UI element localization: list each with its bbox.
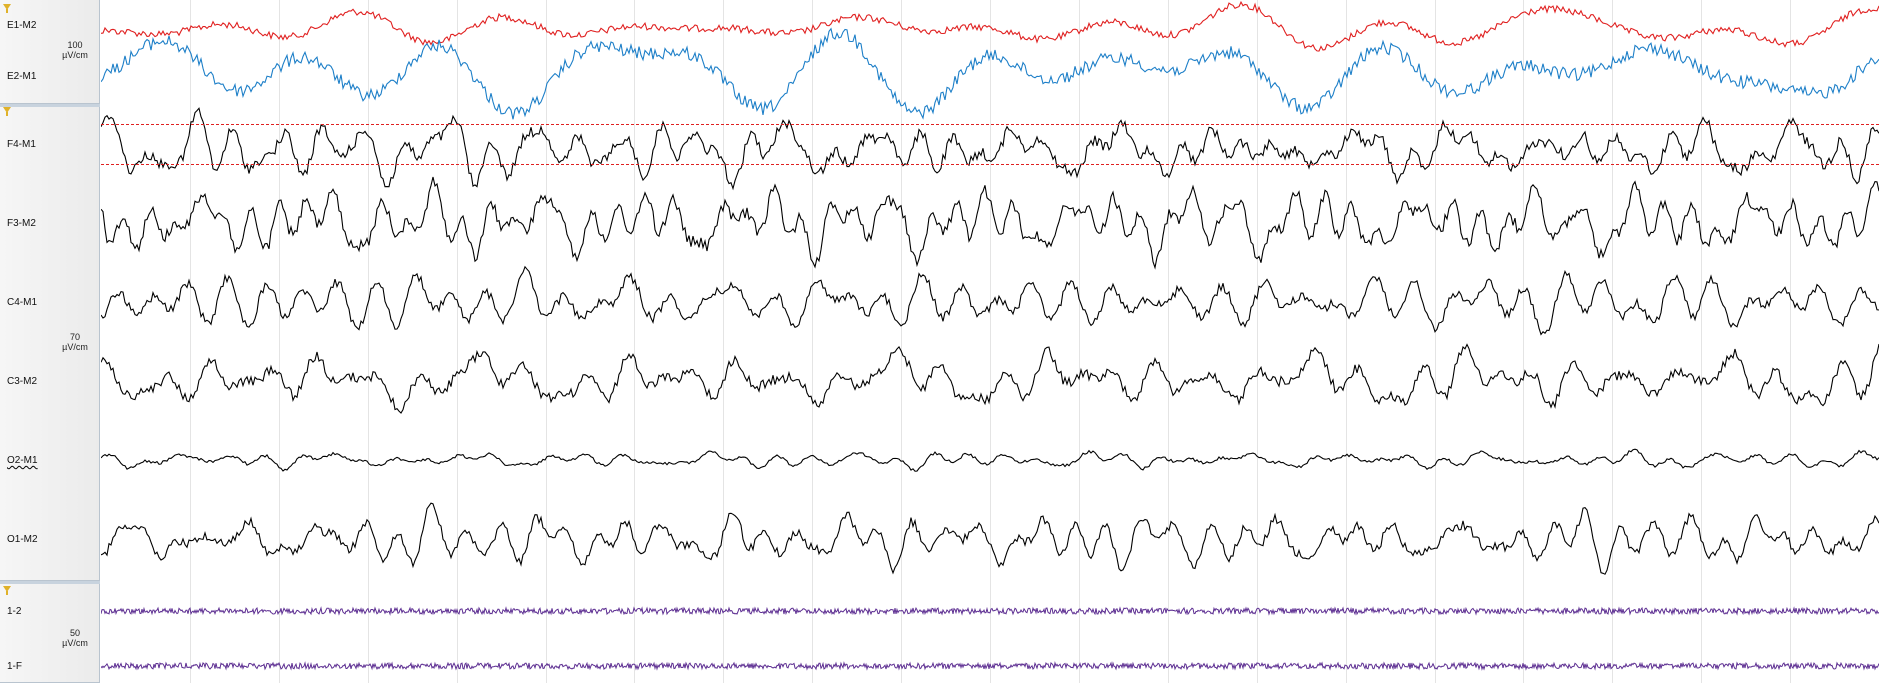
- eog-group-panel: E1-M2 E2-M1 100 µV/cm: [0, 0, 100, 104]
- channel-label-1-2[interactable]: 1-2: [7, 606, 22, 617]
- group-separator[interactable]: [0, 581, 100, 584]
- trace-o2-m1: [101, 448, 1879, 472]
- signal-traces: [101, 0, 1879, 683]
- emg-scale-label[interactable]: 50 µV/cm: [58, 628, 92, 648]
- emg-group-panel: 1-2 1-F 50 µV/cm: [0, 584, 100, 683]
- scale-unit: µV/cm: [62, 50, 88, 60]
- channel-label-o1-m2[interactable]: O1-M2: [7, 534, 38, 545]
- trace-c3-m2: [101, 343, 1879, 414]
- channel-label-e2-m1[interactable]: E2-M1: [7, 71, 37, 82]
- trace-e2-m1: [101, 27, 1879, 120]
- filter-funnel-icon[interactable]: [3, 4, 11, 13]
- trace-f3-m2: [101, 176, 1879, 270]
- channel-label-c3-m2[interactable]: C3-M2: [7, 376, 38, 387]
- channel-label-c4-m1[interactable]: C4-M1: [7, 297, 38, 308]
- channel-label-e1-m2[interactable]: E1-M2: [7, 20, 37, 31]
- trace-c4-m1: [101, 265, 1879, 336]
- trace-e1-m2: [101, 0, 1879, 52]
- scale-value: 50: [69, 628, 80, 638]
- trace-1-2: [101, 606, 1879, 616]
- scale-value: 70: [69, 332, 80, 342]
- channel-label-1-f[interactable]: 1-F: [7, 661, 22, 672]
- scale-unit: µV/cm: [62, 638, 88, 648]
- group-separator[interactable]: [0, 104, 100, 107]
- channel-label-f4-m1[interactable]: F4-M1: [7, 139, 36, 150]
- trace-o1-m2: [101, 502, 1879, 575]
- signal-trace-area[interactable]: [101, 0, 1879, 683]
- channel-sidebar: E1-M2 E2-M1 100 µV/cm F4-M1 F3-M2 C4-M1 …: [0, 0, 100, 683]
- scale-unit: µV/cm: [62, 342, 88, 352]
- channel-label-o2-m1[interactable]: O2-M1: [7, 455, 38, 466]
- trace-f4-m1: [101, 107, 1879, 191]
- eog-scale-label[interactable]: 100 µV/cm: [58, 40, 92, 60]
- filter-funnel-icon[interactable]: [3, 586, 11, 595]
- channel-label-f3-m2[interactable]: F3-M2: [7, 218, 36, 229]
- filter-funnel-icon[interactable]: [3, 107, 11, 116]
- eeg-group-panel: F4-M1 F3-M2 C4-M1 C3-M2 O2-M1 O1-M2 70 µ…: [0, 107, 100, 581]
- eeg-scale-label[interactable]: 70 µV/cm: [58, 332, 92, 352]
- trace-1-f: [101, 661, 1879, 671]
- scale-value: 100: [67, 40, 83, 50]
